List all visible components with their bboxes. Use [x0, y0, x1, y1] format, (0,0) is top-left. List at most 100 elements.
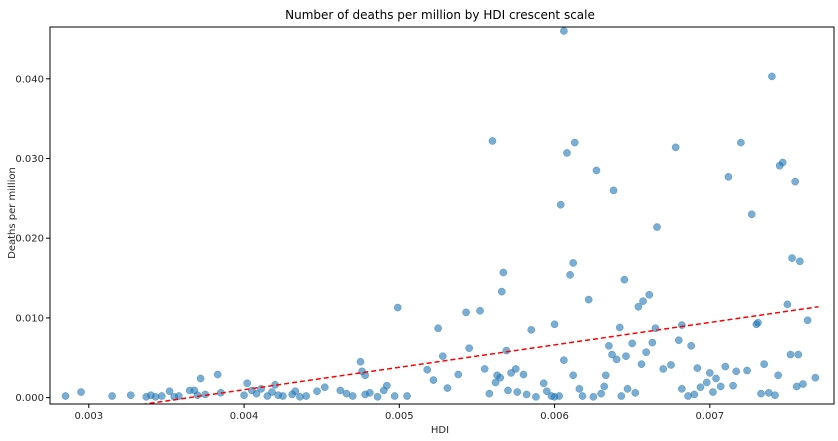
x-tick-label: 0.007 [695, 411, 724, 422]
data-point [690, 390, 699, 399]
data-point [403, 392, 411, 400]
trend-line-group [139, 306, 819, 404]
data-point [522, 390, 531, 399]
data-point [438, 352, 447, 361]
data-point [783, 300, 792, 309]
data-point [157, 392, 166, 400]
data-point [560, 356, 568, 365]
data-point [634, 302, 643, 311]
data-point [791, 177, 800, 186]
data-point [373, 392, 382, 401]
trend-line [139, 306, 819, 404]
data-point [615, 323, 624, 332]
y-tick-label: 0.010 [15, 313, 44, 324]
data-point [803, 316, 812, 325]
data-point [771, 391, 779, 400]
data-point [499, 268, 508, 277]
data-point [667, 361, 675, 369]
chart-title: Number of deaths per million by HDI cres… [285, 8, 595, 22]
data-point [563, 149, 571, 157]
data-point [443, 384, 452, 392]
data-point [639, 297, 647, 306]
data-point [778, 158, 787, 167]
x-axis-ticks: 0.003 0.004 0.005 0.006 0.007 [74, 404, 724, 422]
data-point [811, 373, 820, 382]
x-tick-label: 0.006 [540, 411, 569, 422]
x-axis-label: HDI [431, 425, 449, 436]
data-point [687, 341, 696, 350]
data-point [356, 357, 365, 366]
data-point [126, 391, 135, 400]
data-point [570, 138, 579, 147]
y-tick-label: 0.030 [15, 154, 44, 165]
data-point [757, 389, 765, 398]
data-point [550, 320, 559, 329]
data-point [476, 306, 484, 315]
data-point [429, 376, 438, 384]
data-point [291, 387, 300, 396]
data-point [732, 367, 741, 376]
x-tick-label: 0.005 [385, 411, 414, 422]
data-point [302, 392, 311, 400]
x-tick-label: 0.003 [74, 411, 103, 422]
data-point [754, 318, 762, 327]
data-point [584, 295, 593, 304]
data-point [709, 388, 717, 396]
data-point [589, 392, 598, 401]
data-point [454, 370, 463, 379]
data-point [511, 365, 520, 373]
data-point [390, 392, 399, 400]
data-point [737, 138, 745, 147]
data-point [61, 392, 70, 400]
data-point [465, 344, 474, 353]
data-point [365, 388, 374, 397]
data-point [628, 339, 637, 348]
data-point [724, 172, 733, 181]
data-point [609, 186, 618, 195]
data-point [497, 287, 506, 296]
x-tick-label: 0.004 [230, 411, 259, 422]
data-point [502, 346, 511, 355]
data-point [193, 391, 202, 400]
data-point [786, 350, 795, 359]
data-point [716, 382, 725, 391]
data-point [434, 324, 442, 333]
data-point [601, 371, 610, 380]
data-point [569, 259, 578, 267]
data-point [622, 352, 630, 361]
data-point [637, 360, 646, 368]
data-point [336, 386, 345, 395]
plot-frame [49, 26, 835, 405]
data-point [653, 223, 661, 231]
data-point [645, 290, 654, 299]
y-axis-ticks: 0.000 0.010 0.020 0.030 0.040 [15, 74, 50, 404]
data-point [519, 370, 528, 379]
data-point [794, 350, 803, 359]
data-point [485, 389, 494, 398]
data-point [729, 381, 737, 390]
y-tick-label: 0.040 [15, 74, 44, 85]
data-point [702, 378, 711, 387]
data-point [539, 379, 548, 388]
data-point [600, 382, 609, 391]
y-axis-label: Deaths per million [7, 167, 18, 259]
data-point [243, 379, 252, 388]
data-point [569, 371, 578, 380]
data-point [578, 392, 587, 400]
data-point [513, 388, 522, 396]
data-point [693, 364, 702, 372]
data-point [608, 350, 616, 359]
data-point [268, 388, 276, 396]
data-point [279, 392, 287, 400]
data-point [774, 371, 782, 380]
data-point [532, 392, 540, 401]
data-point [383, 381, 391, 390]
data-point [721, 362, 730, 371]
data-point [617, 392, 626, 400]
data-point [496, 373, 505, 382]
data-point [542, 387, 551, 396]
data-point [631, 388, 640, 397]
data-point [566, 271, 574, 279]
data-point [423, 365, 432, 374]
